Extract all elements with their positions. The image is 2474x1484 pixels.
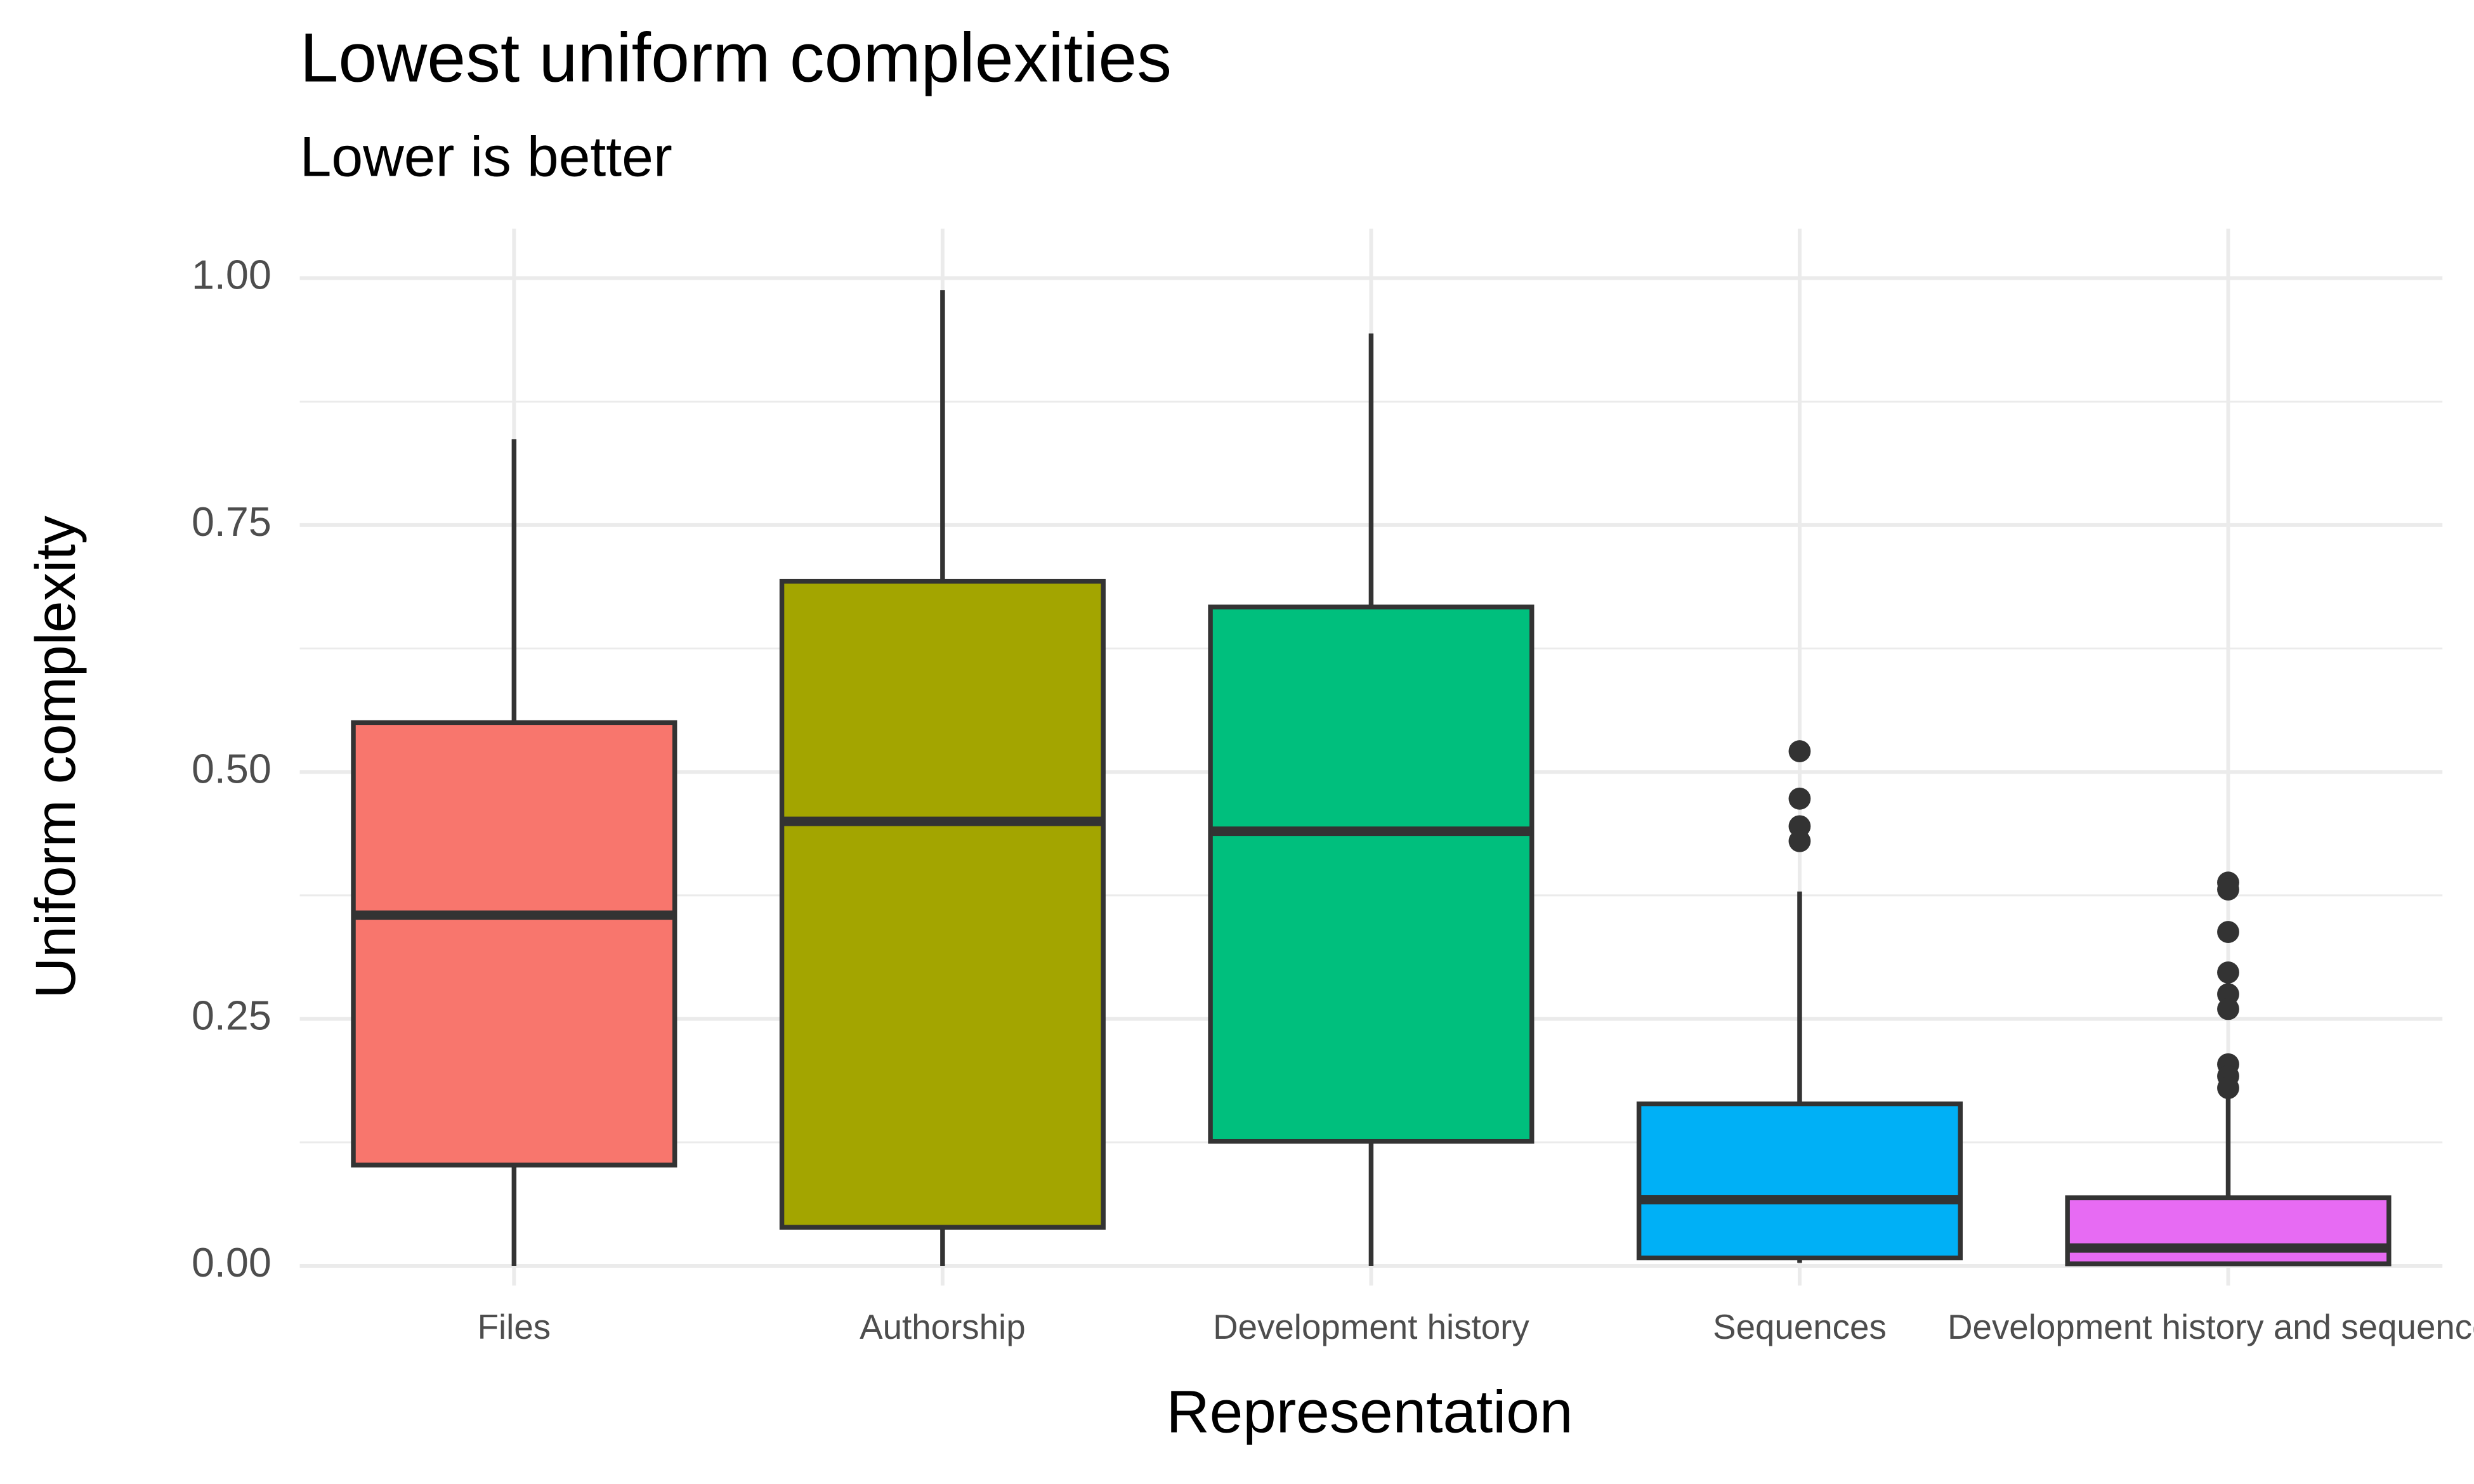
x-axis-title: Representation [1166,1379,1573,1446]
x-tick-label: Files [478,1307,551,1346]
y-tick-label: 0.75 [192,498,272,545]
box [351,720,677,1168]
y-tick-label: 0.00 [192,1239,272,1285]
box [1208,604,1535,1144]
x-tick-label: Development history and sequences [1947,1307,2474,1346]
x-tick-label: Sequences [1713,1307,1887,1346]
x-tick-label: Authorship [860,1307,1026,1346]
chart-subtitle: Lower is better [300,124,672,188]
x-tick-label: Development history [1213,1307,1529,1346]
y-axis-title: Uniform complexity [23,516,87,998]
outlier [1788,830,1811,852]
outlier [1788,787,1811,810]
box [779,578,1106,1230]
outlier [2217,921,2239,943]
outlier [1788,740,1811,762]
chart-title: Lowest uniform complexities [300,19,1172,96]
box [1636,1101,1963,1261]
outlier [2217,878,2239,901]
y-tick-label: 1.00 [192,252,272,298]
outlier [2217,1077,2239,1100]
y-tick-label: 0.25 [192,993,272,1039]
box [2065,1195,2392,1266]
y-tick-label: 0.50 [192,745,272,791]
outlier [2217,998,2239,1020]
outlier [2217,961,2239,984]
